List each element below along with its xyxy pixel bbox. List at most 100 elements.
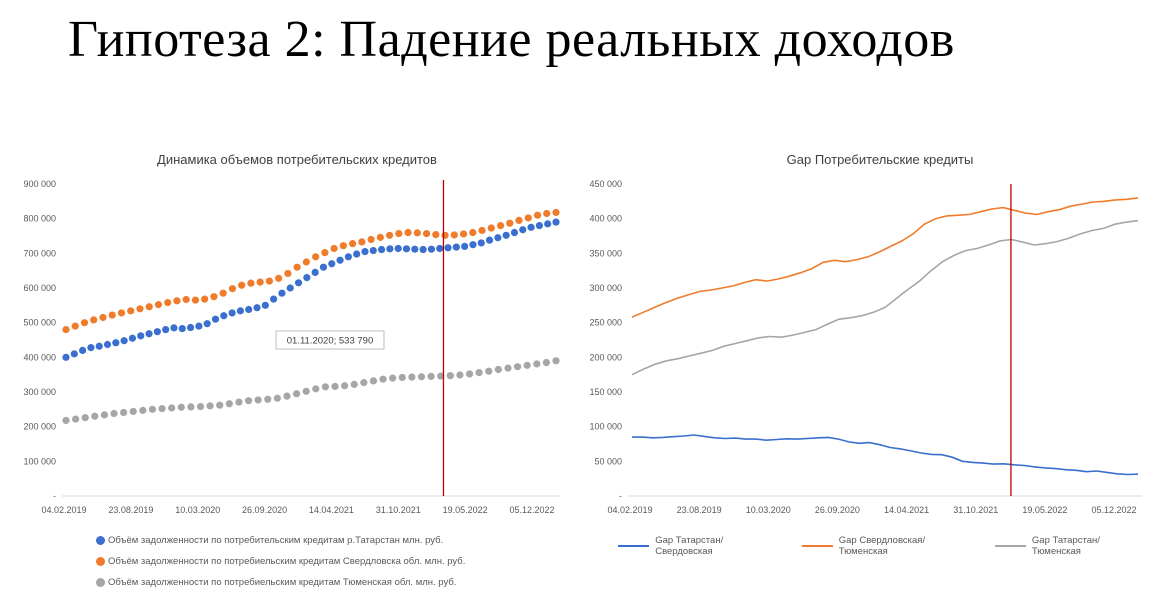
- scatter-point: [238, 281, 246, 289]
- x-tick-label: 19.05.2022: [443, 505, 488, 515]
- series-line: [631, 197, 1139, 318]
- scatter-point: [437, 372, 445, 380]
- scatter-point: [145, 330, 153, 338]
- legend-item-gap-sverd-tyum: Gap Свердловская/Тюменская: [801, 535, 971, 557]
- y-tick-label: 500 000: [23, 318, 56, 328]
- scatter-point: [253, 304, 261, 312]
- legend-label: Объём задолженности по потребительским к…: [108, 535, 444, 546]
- scatter-point: [452, 243, 460, 251]
- scatter-point: [284, 269, 292, 278]
- scatter-point: [247, 279, 255, 287]
- scatter-point: [552, 208, 560, 217]
- scatter-point: [350, 380, 358, 388]
- legend-item-gap-tat-sverd: Gap Татарстан/Свердовская: [618, 535, 778, 557]
- y-tick-label: 700 000: [23, 248, 56, 258]
- scatter-point: [129, 407, 137, 416]
- scatter-point: [62, 353, 70, 361]
- scatter-point: [446, 372, 454, 380]
- y-tick-label: 100 000: [23, 456, 56, 466]
- scatter-point: [312, 385, 320, 393]
- scatter-point: [395, 229, 403, 238]
- scatter-point: [154, 301, 163, 309]
- scatter-point: [385, 231, 394, 239]
- annotation-label: 01.11.2020; 533 790: [287, 336, 373, 347]
- legend-label: Объём задолженности по потребиельским кр…: [108, 577, 457, 588]
- scatter-point: [411, 245, 419, 253]
- x-tick-label: 31.10.2021: [376, 505, 421, 515]
- scatter-point: [535, 222, 543, 230]
- scatter-point: [494, 365, 502, 374]
- y-tick-label: 300 000: [23, 387, 56, 397]
- scatter-point: [461, 242, 469, 250]
- scatter-point: [321, 249, 329, 257]
- scatter-point: [158, 405, 166, 413]
- scatter-point: [137, 332, 145, 340]
- scatter-point: [312, 253, 320, 261]
- scatter-point: [103, 340, 112, 349]
- scatter-point: [369, 246, 377, 255]
- scatter-point: [117, 309, 126, 317]
- scatter-point: [478, 226, 486, 235]
- scatter-point: [510, 228, 519, 237]
- x-tick-label: 05.12.2022: [1091, 505, 1136, 515]
- scatter-point: [168, 404, 176, 412]
- scatter-point: [398, 373, 406, 382]
- scatter-point: [273, 394, 281, 402]
- scatter-point: [465, 370, 474, 378]
- scatter-point: [195, 322, 203, 330]
- scatter-point: [178, 324, 186, 333]
- scatter-point: [108, 311, 116, 319]
- scatter-point: [225, 400, 233, 408]
- scatter-point: [210, 293, 218, 301]
- scatter-point: [341, 382, 349, 390]
- x-tick-label: 10.03.2020: [746, 505, 791, 515]
- scatter-point: [112, 339, 120, 347]
- y-tick-label: 900 000: [23, 179, 56, 189]
- chart-title: Gap Потребительские кредиты: [787, 152, 974, 167]
- legend-gray-dot-icon: [96, 578, 105, 587]
- scatter-point: [330, 244, 338, 253]
- scatter-point: [162, 326, 170, 334]
- scatter-point: [542, 358, 550, 367]
- legend-label: Gap Свердловская/Тюменская: [838, 535, 926, 557]
- legend-label: Объём задолженности по потребиельским кр…: [108, 556, 466, 567]
- y-tick-label: 100 000: [589, 422, 622, 432]
- y-tick-label: 200 000: [23, 422, 56, 432]
- scatter-point: [552, 357, 560, 365]
- scatter-point: [196, 402, 205, 411]
- scatter-point: [502, 231, 510, 239]
- scatter-point: [469, 241, 477, 249]
- scatter-point: [164, 298, 172, 307]
- scatter-point: [110, 409, 118, 418]
- scatter-point: [270, 295, 278, 303]
- scatter-point: [187, 403, 195, 411]
- scatter-point: [286, 284, 294, 292]
- scatter-point: [70, 350, 78, 358]
- legend-item-tyumen: Объём задолженности по потребиельским кр…: [96, 572, 465, 593]
- scatter-point: [444, 244, 452, 252]
- scatter-point: [148, 405, 157, 413]
- x-tick-label: 26.09.2020: [815, 505, 860, 515]
- scatter-point: [254, 396, 262, 404]
- scatter-point: [527, 223, 535, 231]
- scatter-point: [72, 415, 80, 423]
- scatter-point: [376, 233, 384, 241]
- legend-orange-dot-icon: [96, 557, 105, 566]
- scatter-point: [235, 398, 243, 406]
- scatter-point: [211, 315, 220, 323]
- x-tick-label: 23.08.2019: [677, 505, 722, 515]
- x-tick-label: 19.05.2022: [1022, 505, 1067, 515]
- scatter-point: [201, 295, 209, 303]
- scatter-point: [487, 224, 495, 232]
- scatter-point: [402, 245, 411, 253]
- scatter-point: [367, 235, 375, 244]
- y-tick-label: 350 000: [589, 248, 622, 258]
- scatter-point: [353, 250, 361, 258]
- scatter-point: [515, 216, 523, 224]
- scatter-point: [417, 373, 426, 381]
- scatter-point: [311, 268, 319, 276]
- scatter-point: [533, 360, 541, 368]
- scatter-point: [321, 383, 330, 391]
- legend-label: Gap Татарстан/Тюменская: [1031, 535, 1100, 557]
